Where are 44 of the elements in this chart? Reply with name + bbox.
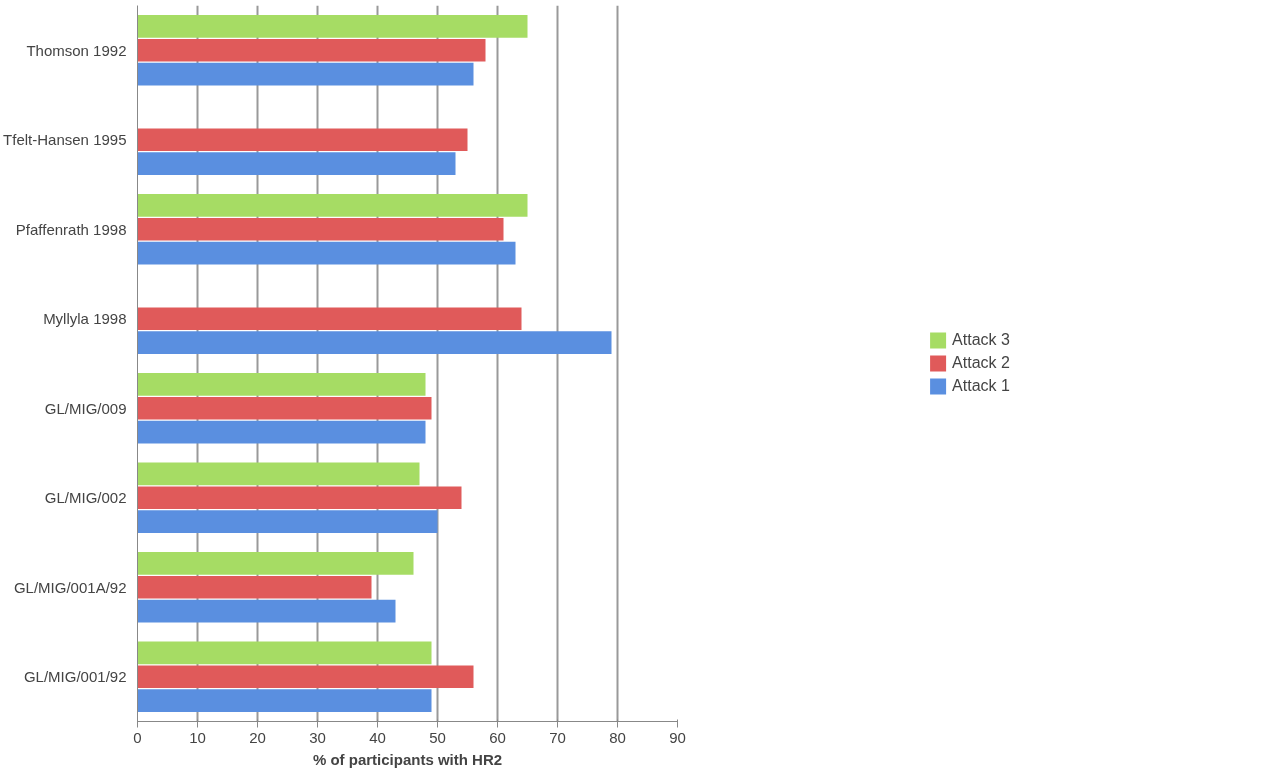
x-tick-label: 0 — [133, 728, 142, 746]
bar — [137, 373, 426, 396]
x-tick-label: 50 — [429, 728, 446, 746]
bar — [137, 15, 528, 38]
x-tick-label: 60 — [489, 728, 506, 746]
x-tick-label: 30 — [309, 728, 326, 746]
bar — [137, 194, 528, 217]
bar — [137, 665, 474, 689]
bar — [137, 307, 522, 331]
bar — [137, 128, 468, 152]
y-tick-label: Tfelt-Hansen 1995 — [3, 131, 127, 149]
y-tick-label: GL/MIG/002 — [44, 489, 127, 507]
y-tick-label: GL/MIG/009 — [44, 399, 127, 417]
bar — [137, 486, 462, 510]
y-tick-label: Pfaffenrath 1998 — [15, 220, 127, 238]
bar — [137, 552, 414, 575]
bar — [137, 152, 456, 175]
x-tick-label: 40 — [369, 728, 386, 746]
x-tick-label: 70 — [549, 728, 566, 746]
bar — [137, 641, 432, 665]
x-tick-label: 80 — [609, 728, 626, 746]
bar — [137, 241, 516, 265]
x-tick-label: 20 — [249, 728, 266, 746]
bar — [137, 396, 432, 420]
legend-label: Attack 3 — [952, 331, 1010, 349]
bar — [137, 420, 426, 444]
bar — [137, 462, 420, 486]
legend-label: Attack 1 — [952, 377, 1010, 395]
bar — [137, 38, 486, 62]
bar — [137, 689, 432, 712]
legend-label: Attack 2 — [952, 354, 1010, 372]
bar — [137, 575, 372, 599]
x-axis-title: % of participants with HR2 — [312, 750, 503, 768]
y-tick-label: GL/MIG/001/92 — [23, 668, 127, 686]
bar — [137, 510, 438, 533]
y-tick-label: Thomson 1992 — [26, 41, 127, 59]
y-tick-label: GL/MIG/001A/92 — [13, 578, 127, 596]
bar — [137, 62, 474, 86]
bar — [137, 599, 396, 623]
bar — [137, 217, 504, 241]
bar — [137, 331, 612, 354]
y-tick-label: Myllyla 1998 — [43, 310, 127, 328]
x-tick-label: 90 — [669, 728, 686, 746]
x-tick-label: 10 — [189, 728, 206, 746]
